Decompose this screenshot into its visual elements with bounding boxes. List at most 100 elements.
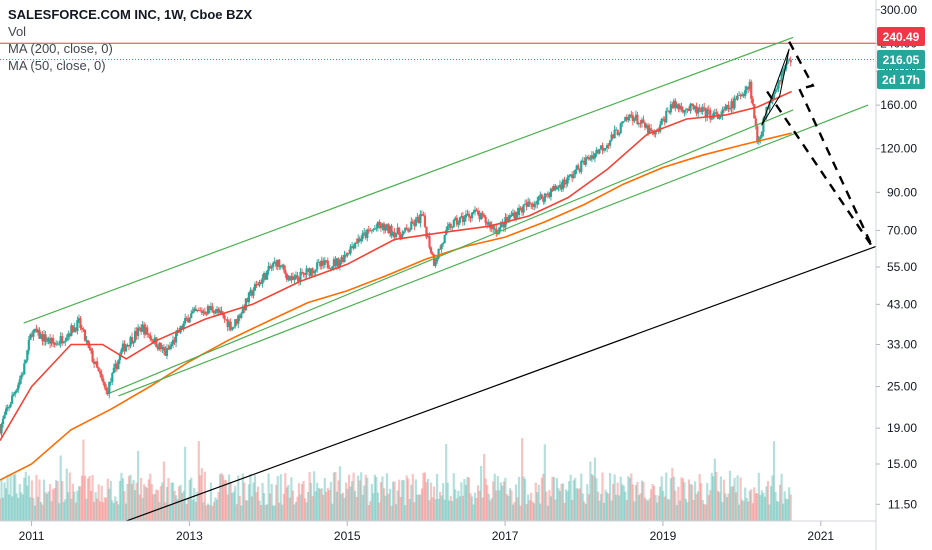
candle-body: [209, 306, 213, 310]
volume-bar: [568, 481, 571, 521]
ma200-indicator-label[interactable]: MA (200, close, 0): [8, 41, 113, 56]
candle-body: [147, 334, 150, 335]
candle-body: [586, 157, 589, 158]
candle-body: [760, 132, 763, 137]
volume-bar: [155, 489, 158, 521]
candle-body: [774, 89, 777, 93]
ma200-line: [0, 132, 792, 481]
candle-body: [486, 222, 489, 225]
candle-body: [395, 233, 398, 238]
volume-bar: [55, 480, 58, 521]
candle-body: [782, 70, 785, 74]
candle-body: [545, 193, 548, 195]
candle-body: [448, 224, 451, 227]
candle-body: [555, 187, 559, 190]
candle-body: [698, 107, 701, 109]
projection-path[interactable]: [788, 41, 874, 247]
volume-bar: [65, 468, 68, 521]
candle-body: [17, 384, 20, 391]
volume-bar: [288, 497, 291, 521]
candle-body: [273, 261, 276, 263]
volume-bar: [473, 492, 477, 521]
volume-bar: [325, 491, 328, 521]
channel-line[interactable]: [110, 109, 794, 394]
volume-bar: [208, 505, 211, 521]
volume-bar: [395, 504, 398, 521]
candle-body: [285, 273, 288, 280]
candle-body: [358, 238, 361, 242]
candle-body: [525, 203, 528, 207]
volume-bar: [85, 498, 88, 521]
volume-bar: [223, 480, 226, 521]
volume-bar: [542, 473, 545, 521]
wedge-pattern[interactable]: [761, 48, 790, 126]
volume-bar: [11, 496, 14, 521]
volume-bar: [750, 489, 753, 521]
volume-bar: [751, 503, 754, 521]
volume-indicator-label[interactable]: Vol: [8, 24, 27, 39]
volume-bar: [67, 492, 70, 521]
channel-line[interactable]: [23, 36, 794, 324]
candle-body: [102, 378, 105, 383]
candle-body: [731, 101, 735, 109]
candle-body: [278, 259, 281, 268]
volume-bar: [376, 492, 380, 521]
price-tick-label: 11.50: [888, 497, 917, 511]
symbol-title[interactable]: SALESFORCE.COM INC, 1W, Cboe BZX: [8, 7, 253, 22]
volume-bar: [171, 482, 175, 521]
candle-body: [165, 348, 169, 356]
volume-bar: [273, 505, 276, 521]
volume-bar: [77, 486, 81, 521]
ma50-indicator-label[interactable]: MA (50, close, 0): [8, 58, 106, 73]
candle-body: [355, 242, 358, 244]
candle-body: [258, 282, 261, 286]
volume-bar: [278, 502, 281, 521]
candle-body: [621, 121, 624, 124]
volume-bar: [4, 488, 8, 521]
candle-body: [316, 262, 319, 270]
volume-bar: [59, 455, 62, 521]
candle-body: [625, 116, 628, 121]
candle-body: [598, 149, 601, 154]
volume-bar: [196, 491, 199, 521]
candle-body: [463, 217, 466, 223]
candle-body: [640, 119, 644, 124]
volume-bar: [446, 482, 449, 521]
volume-bar: [12, 474, 15, 521]
candle-body: [674, 100, 677, 109]
volume-bar: [785, 498, 788, 521]
volume-bar: [721, 502, 724, 521]
candle-body: [70, 325, 73, 336]
volume-bar: [382, 488, 386, 521]
support-trendline[interactable]: [126, 245, 877, 522]
volume-bar: [557, 488, 560, 521]
candle-body: [692, 104, 695, 110]
volume-bar: [417, 494, 420, 521]
volume-bar: [653, 485, 656, 521]
volume-bar: [560, 483, 563, 521]
volume-bar: [346, 488, 349, 521]
candle-body: [537, 196, 540, 201]
candle-body: [357, 238, 360, 243]
volume-bar: [9, 473, 12, 521]
channel-line[interactable]: [118, 104, 869, 397]
candle-body: [399, 234, 402, 240]
candle-body: [182, 323, 185, 330]
volume-bar: [689, 483, 692, 521]
volume-bar: [235, 504, 238, 521]
price-tick-label: 55.00: [887, 260, 917, 274]
candle-body: [393, 232, 396, 238]
volume-bar: [413, 502, 416, 521]
candle-body: [42, 334, 46, 342]
volume-bar: [290, 477, 293, 521]
volume-bar: [490, 498, 493, 521]
volume-bar: [191, 499, 194, 521]
volume-bar: [589, 461, 592, 521]
volume-bar: [435, 474, 439, 521]
volume-bar: [193, 487, 196, 521]
candle-body: [99, 371, 102, 374]
volume-bar: [712, 476, 715, 521]
candle-body: [83, 329, 87, 341]
volume-bar: [367, 505, 370, 521]
volume-bar: [250, 496, 254, 521]
